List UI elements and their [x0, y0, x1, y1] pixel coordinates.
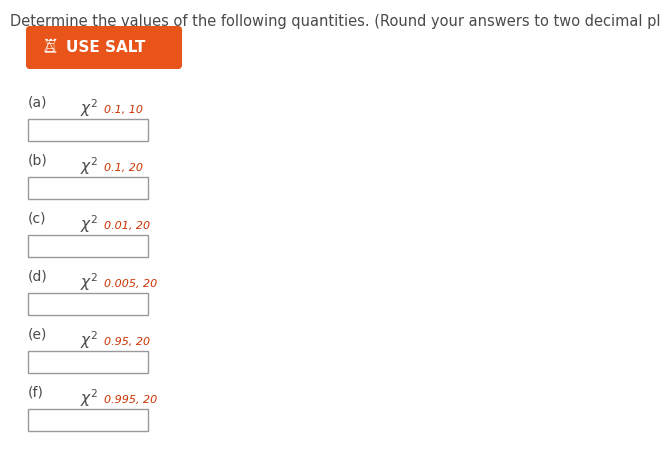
Text: Determine the values of the following quantities. (Round your answers to two dec: Determine the values of the following qu…	[10, 14, 660, 29]
Bar	[28, 351, 148, 373]
Text: 0.95, 20: 0.95, 20	[104, 337, 150, 347]
Text: USE SALT: USE SALT	[66, 40, 145, 55]
Text: 0.995, 20: 0.995, 20	[104, 395, 157, 405]
Text: $\chi^2$: $\chi^2$	[80, 329, 98, 351]
Text: $\chi^2$: $\chi^2$	[80, 97, 98, 119]
Bar	[28, 177, 148, 199]
Text: (f): (f)	[28, 385, 44, 399]
Bar	[28, 235, 148, 257]
Text: 0.1, 20: 0.1, 20	[104, 163, 143, 173]
Text: $\chi^2$: $\chi^2$	[80, 271, 98, 293]
Bar	[28, 293, 148, 315]
Text: (c): (c)	[28, 211, 46, 225]
Text: (b): (b)	[28, 153, 48, 167]
FancyBboxPatch shape	[26, 26, 182, 69]
Text: △: △	[44, 39, 55, 53]
Text: ♖: ♖	[42, 38, 59, 57]
Text: $\chi^2$: $\chi^2$	[80, 213, 98, 234]
Bar	[28, 409, 148, 431]
Text: (e): (e)	[28, 327, 48, 341]
Text: (a): (a)	[28, 95, 48, 109]
Bar	[28, 119, 148, 141]
Text: (d): (d)	[28, 269, 48, 283]
Text: $\chi^2$: $\chi^2$	[80, 387, 98, 408]
Text: 0.005, 20: 0.005, 20	[104, 279, 157, 289]
Text: 0.1, 10: 0.1, 10	[104, 105, 143, 115]
Text: $\chi^2$: $\chi^2$	[80, 155, 98, 177]
Text: 0.01, 20: 0.01, 20	[104, 221, 150, 231]
